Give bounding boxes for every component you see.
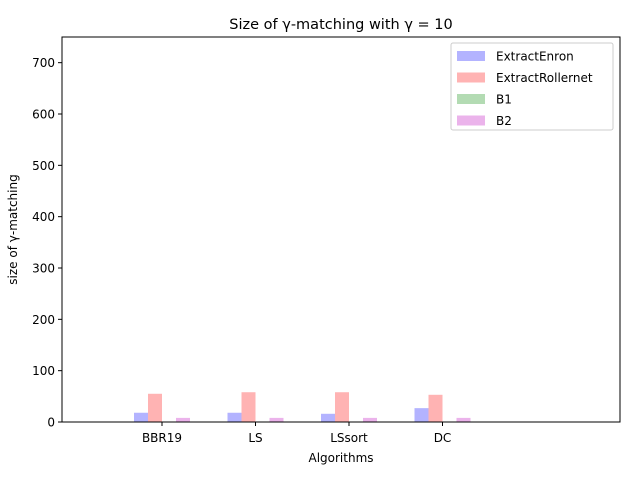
y-tick-label: 700	[32, 56, 55, 70]
legend-swatch-extractenron	[457, 51, 485, 61]
y-tick-label: 300	[32, 262, 55, 276]
bars-layer	[134, 392, 471, 422]
bar-extractrollernet-ls	[241, 392, 256, 422]
y-tick-label: 100	[32, 364, 55, 378]
x-tick-label: DC	[434, 431, 452, 445]
y-tick-label: 0	[47, 416, 55, 430]
x-tick-label: BBR19	[142, 431, 182, 445]
legend-label-extractrollernet: ExtractRollernet	[496, 71, 593, 85]
bar-b2-dc	[456, 417, 471, 422]
y-axis-ticks: 0 100 200 300 400 500 600 700	[32, 56, 62, 430]
bar-b2-bbr19	[176, 417, 190, 422]
legend-swatch-b2	[457, 115, 485, 126]
x-axis-title: Algorithms	[308, 451, 373, 465]
legend-label-b1: B1	[496, 93, 512, 107]
bar-extractenron-bbr19	[134, 412, 148, 422]
bar-extractenron-dc	[414, 408, 429, 422]
bar-b2-lssort	[363, 417, 377, 422]
y-tick-label: 200	[32, 313, 55, 327]
y-tick-label: 600	[32, 108, 55, 122]
legend-box	[450, 42, 614, 131]
y-axis-title: size of γ-matching	[6, 174, 20, 284]
plot-frame	[61, 36, 621, 423]
bar-extractrollernet-bbr19	[148, 393, 162, 422]
chart-title: Size of γ-matching with γ = 10	[229, 17, 452, 33]
legend-label-b2: B2	[496, 114, 512, 128]
x-tick-label: LS	[248, 431, 262, 445]
y-tick-label: 400	[32, 210, 55, 224]
bar-extractenron-lssort	[321, 413, 335, 422]
bar-extractrollernet-lssort	[335, 392, 349, 422]
bar-extractenron-ls	[227, 412, 242, 422]
bar-b2-ls	[269, 417, 284, 422]
legend-swatch-extractrollernet	[457, 72, 485, 83]
bar-extractrollernet-dc	[428, 394, 443, 422]
legend-swatch-b1	[457, 94, 485, 104]
y-tick-label: 500	[32, 159, 55, 173]
legend-label-extractenron: ExtractEnron	[496, 50, 574, 64]
x-axis-ticks: BBR19 LS LSsort DC	[142, 422, 451, 445]
x-tick-label: LSsort	[330, 431, 368, 445]
legend: ExtractEnron ExtractRollernet B1 B2	[450, 42, 614, 131]
